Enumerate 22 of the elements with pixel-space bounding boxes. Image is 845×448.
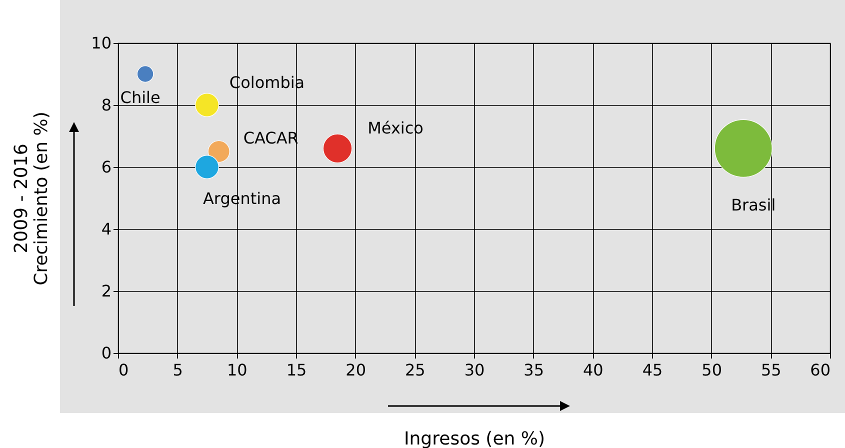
y-tick-label: 10 bbox=[91, 34, 112, 52]
y-tick-label: 2 bbox=[101, 282, 112, 300]
x-tick-label: 15 bbox=[286, 360, 307, 380]
x-axis-title: Ingresos (en %) bbox=[404, 428, 546, 448]
x-tick-label: 25 bbox=[404, 360, 426, 380]
y-axis-title: 2009 - 2016 Crecimiento (en %) bbox=[11, 112, 52, 286]
x-tick-label: 35 bbox=[524, 360, 544, 380]
y-tick-label: 0 bbox=[101, 344, 112, 362]
x-tick-label: 45 bbox=[642, 360, 663, 380]
x-tick-label: 0 bbox=[118, 360, 129, 380]
x-tick-label: 50 bbox=[702, 360, 722, 380]
x-tick-label: 10 bbox=[226, 360, 248, 380]
x-tick-label: 20 bbox=[346, 360, 366, 380]
y-tick-label: 4 bbox=[101, 220, 112, 238]
x-tick-label: 30 bbox=[464, 360, 485, 380]
x-tick-label: 40 bbox=[582, 360, 604, 380]
x-tick-label: 60 bbox=[810, 360, 830, 380]
x-tick-label: 5 bbox=[172, 360, 183, 380]
series-label: Chile bbox=[120, 88, 160, 107]
x-tick-label: 55 bbox=[760, 360, 782, 380]
y-tick-label: 8 bbox=[101, 96, 112, 114]
y-tick-label: 6 bbox=[101, 158, 112, 176]
